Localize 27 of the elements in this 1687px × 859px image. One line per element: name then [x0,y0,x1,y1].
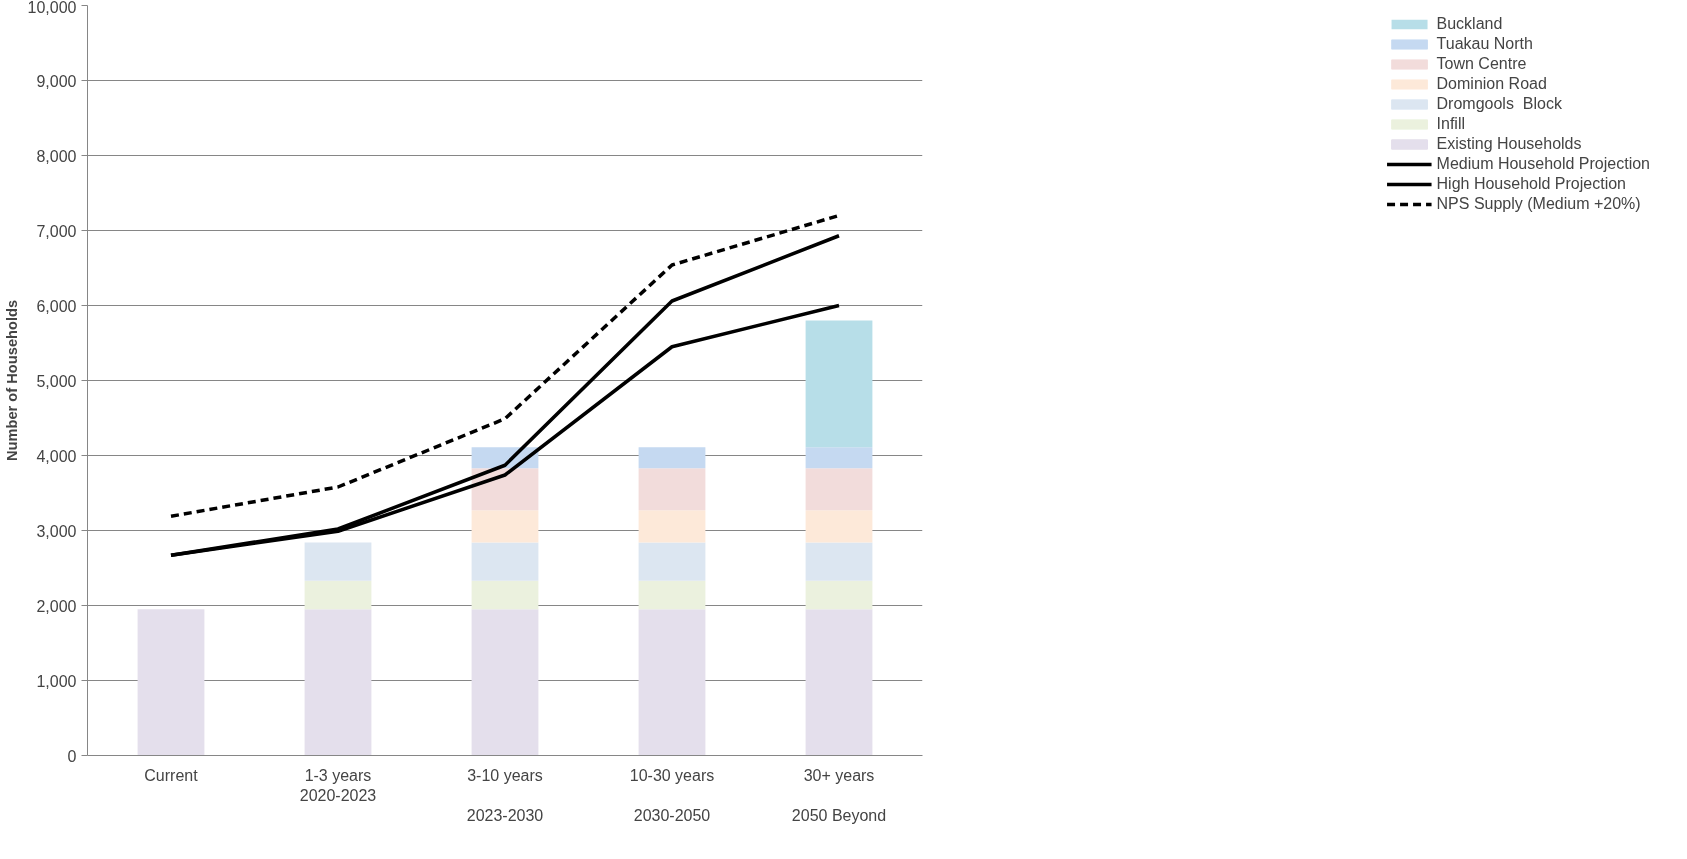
y-axis-title: Number of Households [3,299,20,462]
y-tick-label: 5,000 [36,372,77,390]
legend-label: Medium Household Projection [1436,155,1650,173]
y-tick-label: 3,000 [36,522,77,540]
legend-label: High Household Projection [1436,175,1626,193]
legend-label: Dromgools Block [1436,95,1562,113]
y-tick-label: 0 [67,747,77,765]
y-tick-label: 9,000 [36,72,77,90]
y-tick-label: 2,000 [36,597,77,615]
x-tick-label: Current [144,766,199,784]
legend-label: NPS Supply (Medium +20%) [1436,195,1641,213]
y-tick-label: 7,000 [36,222,77,240]
y-tick-label: 1,000 [36,672,77,690]
category-label: 10-30 years 2030-2050 [629,766,715,825]
category-label: 30+ years 2050 Beyond [791,766,887,825]
y-tick-label: 8,000 [36,147,77,165]
y-tick-label: 4,000 [36,447,77,465]
legend-label: Dominion Road [1436,75,1547,93]
x-tick-label: 1-3 years 2020-2023 [299,766,377,804]
y-tick-label: 6,000 [36,297,77,315]
legend-label: Town Centre [1436,55,1527,73]
legend-label: Tuakau North [1436,35,1533,53]
category-label: 3-10 years 2023-2030 [466,766,544,825]
legend-label: Infill [1436,115,1465,133]
y-tick-label: 10,000 [27,0,77,16]
legend-label: Buckland [1436,15,1503,33]
legend-label: Existing Households [1436,135,1582,153]
